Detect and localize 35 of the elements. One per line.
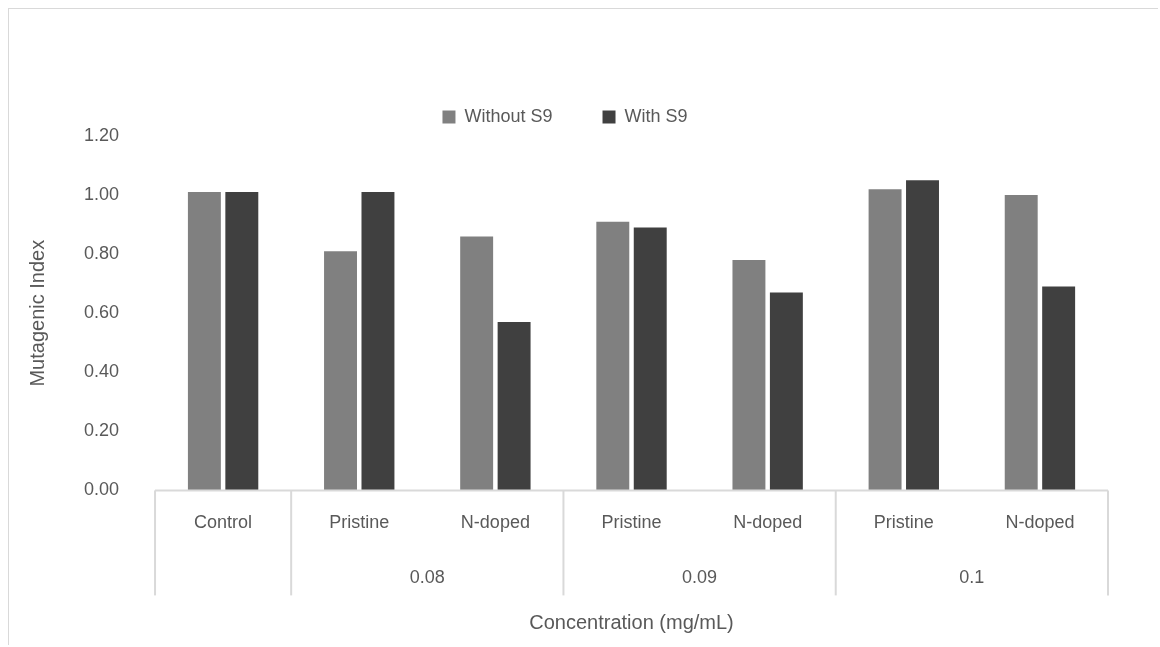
- y-tick-label: 1.20: [83, 124, 120, 145]
- bar: [497, 322, 531, 491]
- text: 0.1: [959, 567, 985, 588]
- x-tick-label: Pristine: [873, 512, 934, 533]
- x-tick-label: Pristine: [601, 512, 662, 533]
- bar: [769, 292, 803, 491]
- y-tick-label: 0.40: [83, 361, 120, 382]
- y-tick-label: 0.20: [83, 420, 120, 441]
- x-tick-label: N-doped: [460, 512, 530, 533]
- legend-label: With S9: [624, 105, 688, 126]
- y-axis-title: Mutagenic Index: [25, 239, 48, 387]
- bar: [633, 227, 667, 491]
- legend-label: Without S9: [464, 105, 553, 126]
- text: 0.09: [682, 567, 718, 588]
- bar: [324, 251, 357, 491]
- bar: [361, 192, 395, 491]
- bar: [596, 221, 630, 491]
- y-tick-label: 0.00: [83, 479, 120, 500]
- x-tick-label: N-doped: [1005, 512, 1075, 533]
- x-tick-label: Pristine: [329, 512, 390, 533]
- x-tick-label: N-doped: [733, 512, 803, 533]
- bar: [732, 260, 766, 491]
- bar: [1042, 286, 1076, 491]
- bar: [868, 189, 902, 491]
- x-axis-title: Concentration (mg/mL): [529, 610, 734, 633]
- y-tick-label: 0.80: [83, 243, 120, 264]
- x-tick-label: Control: [194, 512, 253, 533]
- bar: [906, 180, 939, 491]
- bar: [1004, 195, 1038, 491]
- y-tick-label: 0.60: [83, 302, 120, 323]
- bar: [460, 236, 494, 491]
- bar: [187, 192, 221, 491]
- bar: [225, 192, 259, 491]
- y-tick-label: 1.00: [83, 184, 120, 205]
- text: 0.08: [409, 567, 445, 588]
